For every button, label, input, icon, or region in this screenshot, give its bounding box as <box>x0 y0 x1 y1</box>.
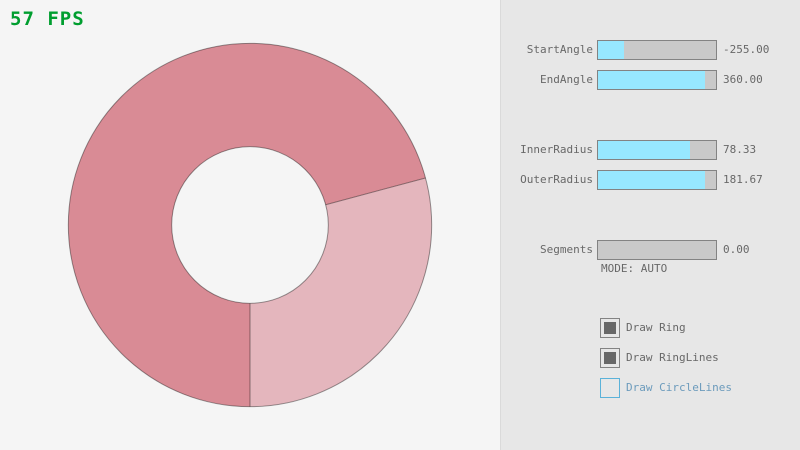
checkbox-check-mark <box>604 352 616 364</box>
slider-value: 78.33 <box>723 143 757 156</box>
checkbox-label: Draw CircleLines <box>626 381 732 394</box>
end-angle-slider[interactable] <box>597 70 717 90</box>
checkbox-label: Draw Ring <box>626 321 686 334</box>
ring-canvas <box>67 42 433 408</box>
slider-row-end-angle: EndAngle 360.00 <box>501 70 800 90</box>
segments-slider[interactable] <box>597 240 717 260</box>
slider-row-start-angle: StartAngle -255.00 <box>501 40 800 60</box>
checkbox-check-mark <box>604 322 616 334</box>
draw-ring-checkbox[interactable] <box>600 318 620 338</box>
slider-row-inner-radius: InnerRadius 78.33 <box>501 140 800 160</box>
segments-mode-label: MODE: AUTO <box>601 262 668 275</box>
slider-fill <box>598 41 624 59</box>
ring-inner-circle-line <box>171 146 329 304</box>
slider-label: StartAngle <box>526 43 593 56</box>
ring-outer-circle-line <box>67 42 433 408</box>
start-angle-slider[interactable] <box>597 40 717 60</box>
checkbox-label: Draw RingLines <box>626 351 719 364</box>
slider-row-outer-radius: OuterRadius 181.67 <box>501 170 800 190</box>
draw-ringlines-checkbox[interactable] <box>600 348 620 368</box>
fps-counter: 57 FPS <box>10 8 85 30</box>
slider-label: InnerRadius <box>520 143 593 156</box>
outer-radius-slider[interactable] <box>597 170 717 190</box>
control-panel: StartAngle -255.00 EndAngle 360.00 Inner… <box>500 0 800 450</box>
slider-value: 360.00 <box>723 73 763 86</box>
slider-value: 0.00 <box>723 243 750 256</box>
slider-fill <box>598 141 691 159</box>
checkbox-row-draw-ring: Draw Ring <box>501 318 800 338</box>
checkbox-row-draw-ringlines: Draw RingLines <box>501 348 800 368</box>
slider-row-segments: Segments 0.00 <box>501 240 800 260</box>
slider-label: OuterRadius <box>520 173 593 186</box>
inner-radius-slider[interactable] <box>597 140 717 160</box>
checkbox-row-draw-circlelines: Draw CircleLines <box>501 378 800 398</box>
ring-sector-single-pass <box>250 177 432 407</box>
slider-label: Segments <box>540 243 593 256</box>
ring-start-angle-line <box>325 177 426 206</box>
slider-fill <box>598 71 706 89</box>
draw-circlelines-checkbox[interactable] <box>600 378 620 398</box>
slider-label: EndAngle <box>540 73 593 86</box>
slider-value: -255.00 <box>723 43 770 56</box>
ring-sector-double-pass <box>68 43 426 407</box>
slider-fill <box>598 171 706 189</box>
slider-value: 181.67 <box>723 173 763 186</box>
